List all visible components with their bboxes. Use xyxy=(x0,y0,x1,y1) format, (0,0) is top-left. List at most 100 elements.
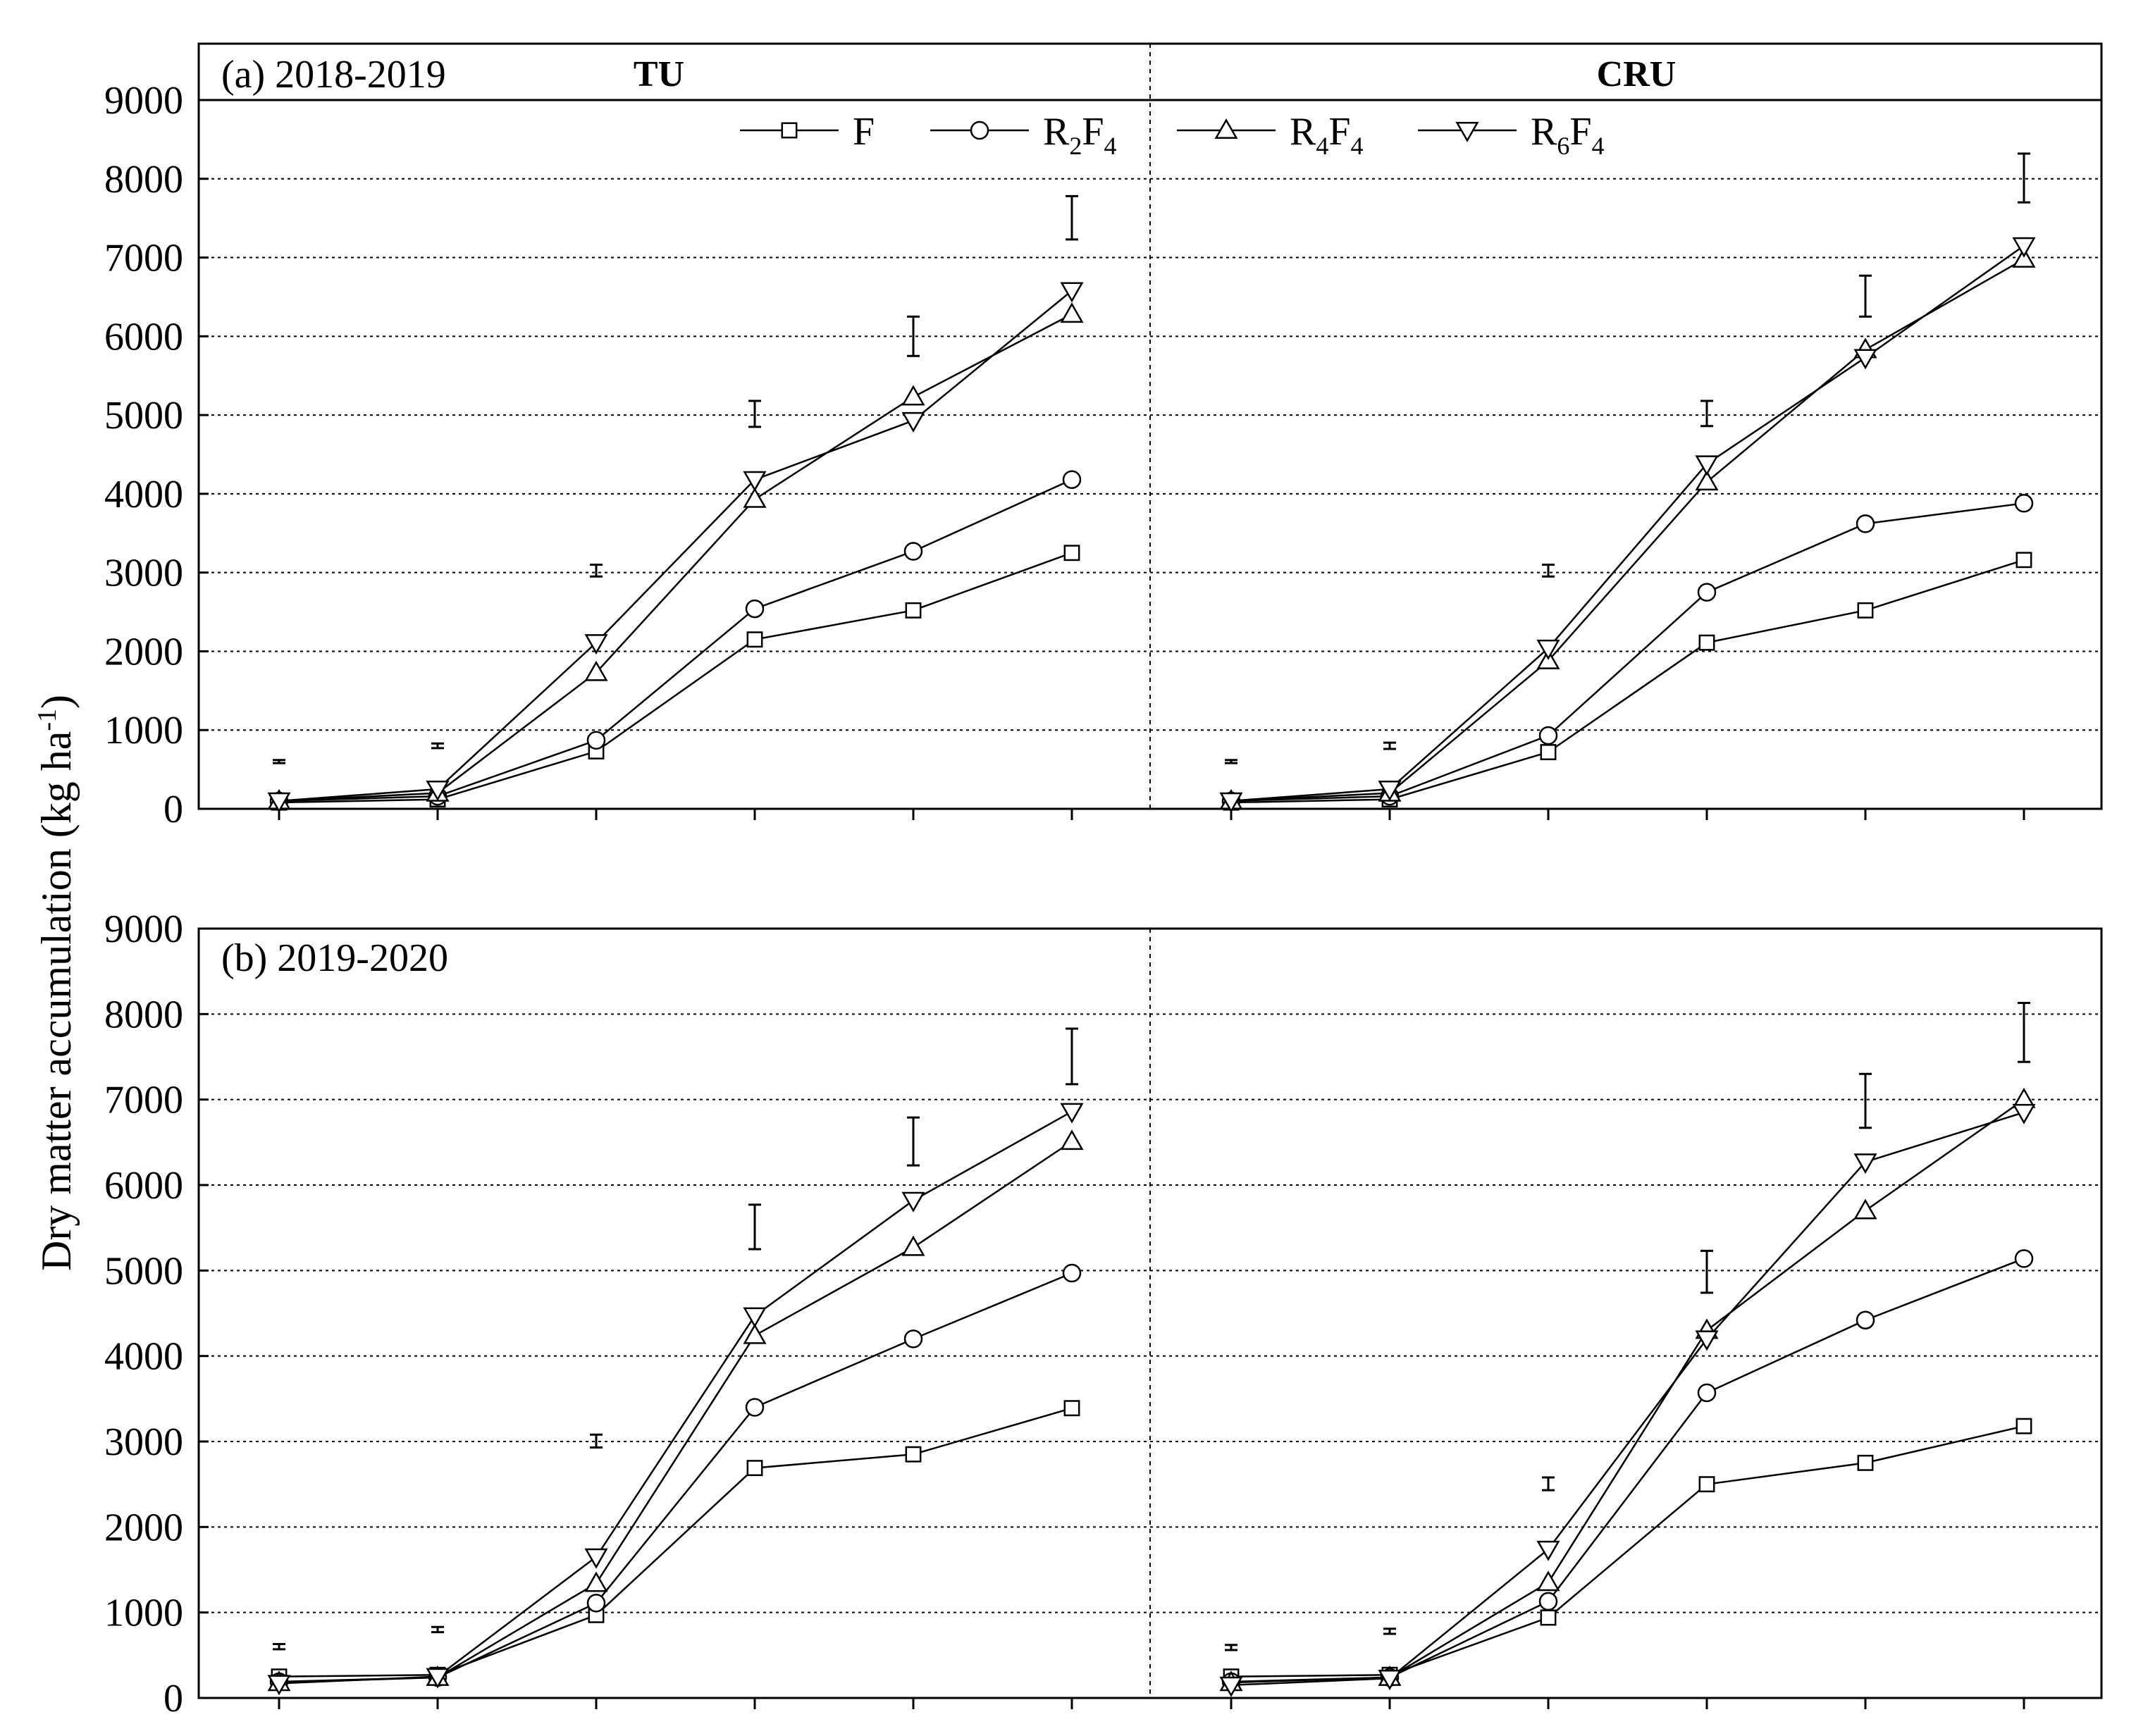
data-point xyxy=(743,487,767,508)
series-line xyxy=(1230,1098,2025,1684)
data-point xyxy=(586,1594,606,1613)
data-point xyxy=(1063,1400,1080,1417)
y-axis-label-sup: -1 xyxy=(32,709,62,731)
data-point xyxy=(905,602,922,619)
y-tick-label: 4000 xyxy=(104,473,183,516)
series-line xyxy=(278,1110,1073,1685)
y-tick-label: 1000 xyxy=(104,1592,183,1635)
error-bar xyxy=(273,1643,285,1651)
data-point xyxy=(903,542,923,561)
error-bar xyxy=(1859,1072,1872,1129)
y-tick-label: 7000 xyxy=(104,1079,183,1122)
data-point xyxy=(1538,726,1558,745)
data-point xyxy=(1062,470,1082,490)
y-tick-label: 1000 xyxy=(104,709,183,752)
panel-label: (b) 2019-2020 xyxy=(221,936,448,980)
panel-a: 0 1000 2000 3000 4000 5000 6000 7000 8000 9000 (a)… xyxy=(104,42,2103,831)
series-f xyxy=(271,1400,1080,1685)
data-point xyxy=(1219,1676,1243,1697)
error-bar xyxy=(1383,741,1396,750)
series-r2f4 xyxy=(1221,1249,2034,1692)
data-point xyxy=(1697,1383,1717,1403)
data-point xyxy=(586,731,606,750)
data-point xyxy=(901,1191,925,1213)
y-tick-label: 3000 xyxy=(104,1420,183,1464)
y-tick-label: 8000 xyxy=(104,158,183,202)
error-bar xyxy=(1383,1628,1396,1635)
group-header: TU xyxy=(634,54,684,94)
data-point xyxy=(267,792,291,813)
series-r4f4 xyxy=(1219,1087,2036,1692)
series-r4f4 xyxy=(267,1129,1084,1692)
data-point xyxy=(1536,1540,1560,1561)
data-point xyxy=(743,471,767,492)
series-line xyxy=(1230,559,2025,804)
y-tick-label: 6000 xyxy=(104,315,183,359)
legend-marker xyxy=(1455,121,1479,142)
data-point xyxy=(1538,1592,1558,1611)
series-r6f4 xyxy=(267,1103,1084,1696)
error-bar xyxy=(431,1625,444,1634)
data-point xyxy=(1378,1670,1402,1691)
data-point xyxy=(901,1235,925,1256)
y-tick-label: 5000 xyxy=(104,394,183,438)
series-line xyxy=(278,1141,1073,1684)
legend-marker xyxy=(1214,118,1238,140)
y-tick-label: 0 xyxy=(163,1677,183,1720)
data-point xyxy=(426,1668,450,1689)
data-point xyxy=(2014,494,2034,513)
group-tu xyxy=(267,1027,1084,1696)
series-r6f4 xyxy=(267,282,1084,813)
error-bar xyxy=(907,315,920,357)
error-bar xyxy=(1859,274,1872,318)
panel-label: (a) 2018-2019 xyxy=(221,53,446,97)
data-point xyxy=(1540,1609,1557,1626)
y-tick-label: 6000 xyxy=(104,1164,183,1208)
data-point xyxy=(2014,1249,2034,1268)
error-bar xyxy=(748,399,761,428)
group-cru: CRU xyxy=(1219,54,2036,813)
legend-marker xyxy=(970,120,989,140)
series-f xyxy=(1223,1418,2032,1685)
data-point xyxy=(745,1398,765,1417)
data-point xyxy=(1695,455,1719,476)
y-tick-label: 0 xyxy=(163,788,183,831)
series-line xyxy=(278,1407,1073,1678)
data-point xyxy=(1536,1570,1560,1592)
error-bar xyxy=(1542,563,1555,578)
data-point xyxy=(2012,1103,2036,1124)
data-point xyxy=(1853,349,1877,370)
y-tick-label: 2000 xyxy=(104,630,183,674)
data-point xyxy=(1536,639,1560,660)
data-point xyxy=(745,599,765,619)
data-point xyxy=(584,634,608,655)
data-point xyxy=(1698,1476,1715,1493)
data-point xyxy=(2012,237,2036,258)
data-point xyxy=(1853,1198,1877,1220)
data-point xyxy=(2012,247,2036,268)
series-r6f4 xyxy=(1219,1103,2036,1697)
y-tick-label: 3000 xyxy=(104,552,183,595)
series-f xyxy=(1223,552,2032,811)
y-axis-label: Dry matter accumulation (kg ha-1) xyxy=(32,695,80,1271)
error-bar xyxy=(1700,1249,1713,1294)
series-r6f4 xyxy=(1219,237,2036,813)
legend-label: R6F4 xyxy=(1531,110,1605,160)
error-bar xyxy=(1066,194,1078,241)
error-bar xyxy=(590,563,603,578)
legend-label: R4F4 xyxy=(1290,110,1364,160)
series-r2f4 xyxy=(269,1263,1082,1692)
data-point xyxy=(1697,583,1717,602)
series-r2f4 xyxy=(1221,494,2034,811)
panel-b: 0 1000 2000 3000 4000 5000 6000 7000 8000 9000 (b)… xyxy=(104,907,2103,1720)
error-bar xyxy=(1225,759,1237,764)
data-point xyxy=(901,385,925,406)
group-cru xyxy=(1219,1002,2036,1697)
data-point xyxy=(267,1675,291,1696)
data-point xyxy=(1856,514,1875,533)
series-r4f4 xyxy=(1219,247,2036,810)
data-point xyxy=(1378,781,1402,801)
data-point xyxy=(903,1329,923,1348)
y-tick-label: 8000 xyxy=(104,993,183,1036)
